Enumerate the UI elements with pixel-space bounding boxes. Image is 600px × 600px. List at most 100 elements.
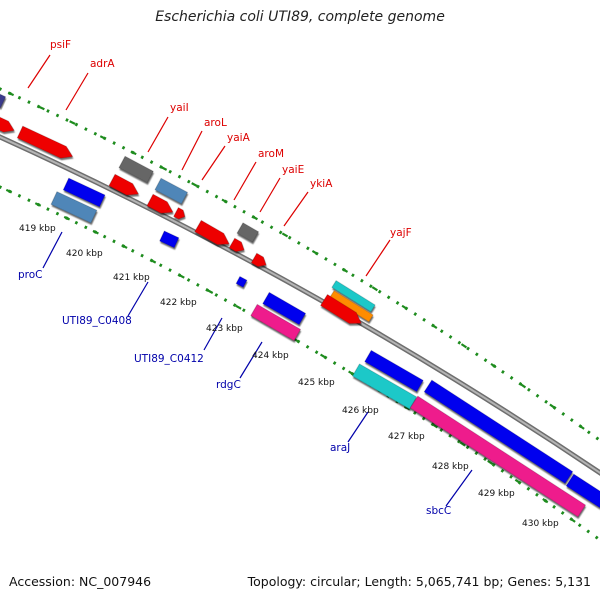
- label-leader-line: [259, 177, 281, 213]
- kbp-ruler-label: 422 kbp: [160, 298, 197, 308]
- inner-tick-mark: [63, 215, 71, 221]
- accession-text: Accession: NC_007946: [9, 574, 152, 589]
- reverse-gene-label: UTI89_C0412: [134, 353, 204, 365]
- outer-tick-mark: [401, 304, 408, 310]
- label-leader-line: [347, 411, 369, 443]
- label-leader-line: [283, 191, 309, 227]
- gene-yajF-cyan[interactable]: [331, 280, 376, 313]
- forward-gene-label: aroM: [258, 148, 284, 160]
- inner-tick-mark: [514, 478, 521, 485]
- label-leader-line: [445, 469, 473, 507]
- outer-tick-mark: [191, 182, 198, 187]
- kbp-ruler-label: 427 kbp: [388, 432, 425, 442]
- label-leader-line: [181, 130, 203, 171]
- kbp-ruler-label: 429 kbp: [478, 489, 515, 499]
- kbp-ruler-label: 419 kbp: [19, 224, 56, 234]
- kbp-ruler-label: 430 kbp: [522, 519, 559, 529]
- label-leader-line: [27, 54, 51, 89]
- gene-long-blue[interactable]: [423, 379, 574, 484]
- gene-edge-blue[interactable]: [565, 473, 600, 509]
- inner-tick-mark: [178, 273, 185, 279]
- gene-yajF-red[interactable]: [320, 294, 365, 328]
- reverse-gene-label: araJ: [330, 442, 350, 454]
- inner-tick-mark: [121, 244, 128, 249]
- outer-tick-mark: [460, 343, 468, 349]
- gene-aroL[interactable]: [154, 177, 188, 205]
- outer-tick-mark: [578, 424, 585, 430]
- inner-tick-mark: [92, 229, 99, 235]
- outer-tick-mark: [341, 267, 349, 273]
- outer-tick-mark: [221, 198, 228, 204]
- gene-upper-blue-mid[interactable]: [364, 349, 424, 393]
- gene-proC[interactable]: [50, 191, 98, 224]
- outer-tick-mark: [7, 91, 15, 97]
- inner-dotted-guide: [0, 185, 600, 542]
- label-leader-line: [42, 231, 63, 269]
- outer-tick-mark: [99, 135, 107, 140]
- gene-yaiI[interactable]: [118, 155, 154, 184]
- gene-adrA[interactable]: [16, 125, 75, 162]
- inner-tick-mark: [348, 370, 355, 376]
- forward-gene-label: yaiA: [227, 132, 251, 144]
- gene-UTI89_C0412-blue[interactable]: [262, 291, 307, 326]
- gene-yaiA[interactable]: [146, 193, 176, 218]
- gene-proC-upper[interactable]: [62, 177, 106, 208]
- forward-gene-label: aroL: [204, 117, 227, 129]
- outer-dotted-guide: [0, 87, 600, 443]
- gene-psiF[interactable]: [0, 116, 17, 136]
- kbp-ruler-label: 425 kbp: [298, 378, 335, 388]
- outer-tick-mark: [69, 120, 76, 125]
- outer-tick-mark: [38, 105, 45, 111]
- kbp-ruler-label: 423 kbp: [206, 324, 243, 334]
- gene-features: [0, 92, 600, 518]
- inner-tick-mark: [149, 258, 157, 264]
- forward-gene-label: yajF: [390, 227, 412, 239]
- inner-tick-mark: [206, 289, 214, 294]
- inner-tick-mark: [542, 498, 549, 504]
- kbp-ruler-label: 424 kbp: [252, 351, 289, 361]
- kbp-ruler-label: 428 kbp: [432, 462, 469, 472]
- outer-tick-mark: [549, 403, 556, 409]
- gene-ykiA-small[interactable]: [228, 237, 247, 255]
- outer-tick-mark: [519, 383, 527, 389]
- forward-gene-label: yaiE: [282, 164, 304, 176]
- gene-tiny-blue[interactable]: [235, 276, 248, 288]
- outer-tick-mark: [281, 232, 289, 238]
- outer-tick-mark: [371, 286, 378, 292]
- reverse-gene-label: sbcC: [426, 505, 451, 517]
- inner-tick-mark: [34, 202, 42, 207]
- gene-sbcC[interactable]: [409, 395, 586, 518]
- reverse-gene-label: proC: [18, 269, 43, 281]
- outer-tick-mark: [311, 250, 319, 255]
- label-leader-line: [127, 281, 149, 317]
- label-leader-line: [201, 145, 226, 181]
- inner-tick-mark: [569, 517, 576, 523]
- forward-gene-label: yaiI: [170, 102, 189, 114]
- label-leaders: [27, 54, 473, 507]
- gene-yaiE[interactable]: [194, 219, 233, 249]
- label-leader-line: [147, 116, 169, 153]
- forward-gene-label: ykiA: [310, 178, 333, 190]
- label-leader-line: [233, 161, 257, 201]
- outer-tick-mark: [130, 150, 137, 156]
- outer-tick-mark: [490, 362, 497, 369]
- genome-backbone-highlight: [0, 135, 600, 475]
- label-leader-line: [65, 72, 89, 111]
- outer-tick-mark: [251, 215, 258, 221]
- gene-small-blue[interactable]: [159, 230, 180, 249]
- gene-rdgC[interactable]: [250, 303, 301, 342]
- label-leader-line: [365, 239, 391, 277]
- gene-small-red[interactable]: [250, 252, 269, 270]
- reverse-gene-label: rdgC: [216, 379, 241, 391]
- gene-yaiI-lower[interactable]: [108, 173, 142, 200]
- gene-offscreen-top[interactable]: [0, 92, 6, 109]
- reverse-gene-label: UTI89_C0408: [62, 315, 132, 327]
- label-leader-line: [239, 341, 263, 379]
- gene-aroM[interactable]: [173, 207, 188, 222]
- kbp-ruler-label: 420 kbp: [66, 249, 103, 259]
- genome-summary-text: Topology: circular; Length: 5,065,741 bp…: [247, 574, 591, 589]
- gene-ykiA[interactable]: [236, 222, 259, 243]
- kbp-ruler-label: 421 kbp: [113, 273, 150, 283]
